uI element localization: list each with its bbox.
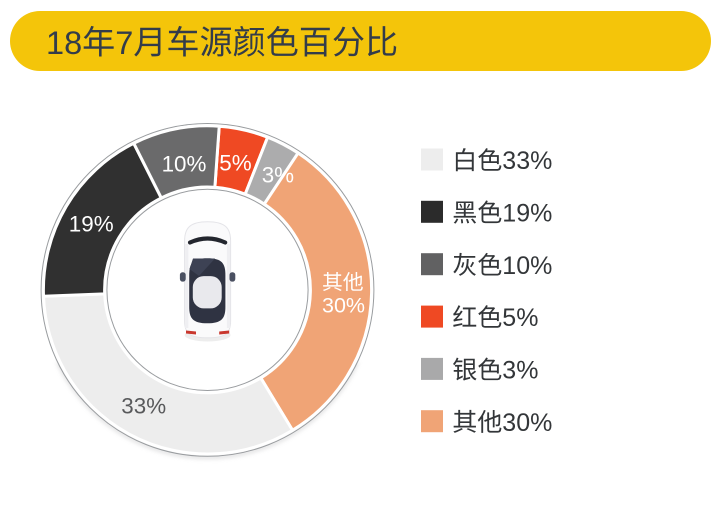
svg-text:10%: 10% [502, 252, 552, 280]
svg-text:18: 18 [46, 25, 82, 61]
svg-text:33%: 33% [502, 147, 552, 175]
svg-text:5%: 5% [502, 304, 538, 332]
svg-text:3%: 3% [502, 357, 538, 385]
svg-text:3%: 3% [262, 162, 294, 187]
svg-text:7: 7 [115, 25, 133, 61]
svg-text:33%: 33% [121, 394, 166, 419]
svg-text:30%: 30% [502, 409, 552, 437]
svg-text:19%: 19% [69, 212, 114, 237]
svg-text:5%: 5% [219, 151, 251, 176]
svg-text:10%: 10% [162, 152, 207, 177]
svg-text:30%: 30% [322, 294, 365, 318]
svg-text:19%: 19% [502, 200, 552, 228]
